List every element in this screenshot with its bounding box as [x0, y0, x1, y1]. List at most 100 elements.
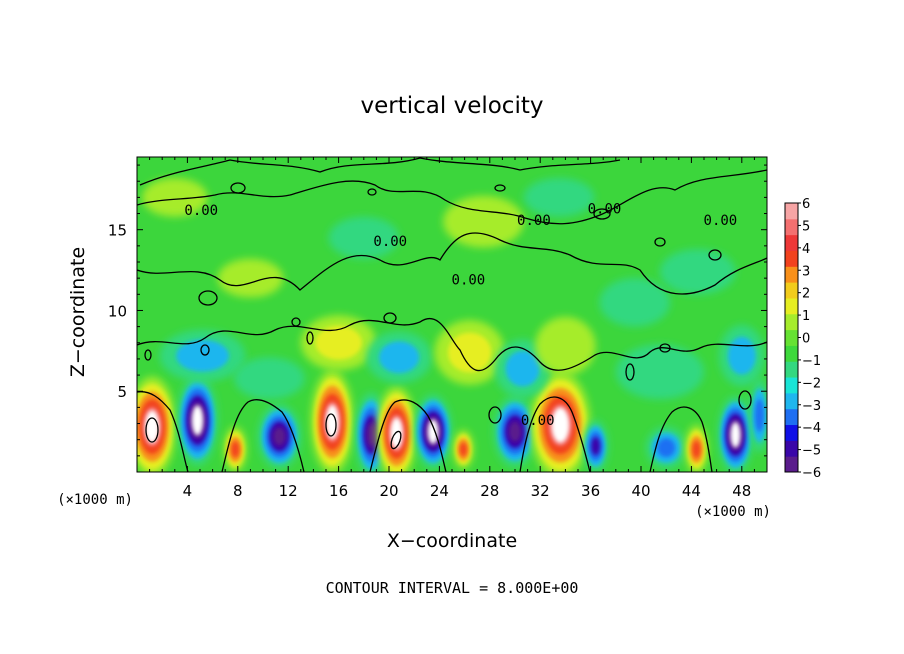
- x-axis-unit: (×1000 m): [695, 504, 771, 520]
- velocity-cell: [223, 426, 247, 472]
- velocity-cell: [717, 396, 754, 472]
- velocity-cell-layer: [599, 278, 670, 327]
- contour-ring: [200, 344, 210, 356]
- colorbar-swatch: [785, 361, 798, 378]
- contour-lines: [137, 157, 767, 472]
- contour-ring: [659, 343, 671, 353]
- x-tick-label: 36: [581, 482, 600, 500]
- colorbar-swatch: [785, 440, 798, 457]
- y-tick-label: 15: [108, 222, 127, 240]
- colorbar-swatch: [785, 345, 798, 362]
- colorbar-tick-label: −3: [802, 399, 821, 414]
- colorbar-swatch: [785, 266, 798, 283]
- velocity-cell-layer: [615, 344, 705, 400]
- velocity-cell: [530, 371, 591, 472]
- y-tick-label: 5: [117, 383, 127, 401]
- x-axis-label: X−coordinate: [387, 530, 517, 552]
- velocity-cell: [523, 178, 595, 217]
- colorbar-tick-label: −4: [802, 421, 821, 436]
- contour-line-base: [137, 391, 713, 472]
- contour-ring: [230, 182, 246, 194]
- colorbar-ticks: 6 5 4 3 2 1 0 −1 −2 −3 −4 −5 −6: [798, 197, 821, 481]
- x-tick-label: 8: [233, 482, 243, 500]
- velocity-cell-layer: [447, 332, 492, 373]
- colorbar-swatch: [785, 218, 798, 236]
- velocity-cell: [535, 316, 596, 376]
- x-tick-label: 48: [732, 482, 751, 500]
- velocity-cell-layer: [535, 316, 596, 376]
- x-axis: 4 8 12 16 20 24 28 32 36 40 44 48: [149, 157, 755, 500]
- colorbar: [785, 203, 798, 473]
- velocity-cell: [159, 329, 246, 382]
- colorbar-swatch: [785, 424, 798, 441]
- colorbar-tick-label: 1: [802, 309, 810, 324]
- contour-ring: [383, 312, 397, 324]
- colorbar-tick-label: 3: [802, 264, 810, 279]
- velocity-cell: [234, 357, 305, 400]
- contour-ring: [291, 317, 301, 327]
- velocity-cell: [434, 320, 505, 385]
- contour-ring: [625, 363, 635, 381]
- chart-title: vertical velocity: [361, 93, 544, 119]
- contour-label: 0.00: [704, 213, 738, 229]
- velocity-cell: [493, 396, 537, 468]
- x-tick-label: 20: [379, 482, 398, 500]
- velocity-cell: [615, 344, 705, 400]
- contour-ring: [593, 208, 611, 220]
- colorbar-swatch: [785, 408, 798, 426]
- contour-label: 0.00: [452, 273, 486, 289]
- velocity-cell: [177, 375, 218, 466]
- y-axis-label: Z−coordinate: [67, 247, 89, 377]
- velocity-cell-core: [730, 422, 741, 448]
- colorbar-tick-label: 6: [802, 197, 810, 212]
- contour-line-lower: [137, 318, 767, 372]
- contour-ring: [306, 331, 314, 345]
- velocity-cell-layer: [366, 422, 377, 447]
- velocity-cell-core: [191, 405, 204, 436]
- colorbar-tick-label: 5: [802, 219, 810, 234]
- contour-label: 0.00: [521, 413, 555, 429]
- contour-ring: [367, 188, 377, 196]
- contour-line-mid: [137, 232, 767, 295]
- contour-label: 0.00: [184, 203, 218, 219]
- velocity-cell-layer: [217, 258, 284, 298]
- contour-ring: [494, 184, 506, 192]
- x-tick-label: 32: [531, 482, 550, 500]
- velocity-cell-layer: [378, 341, 420, 374]
- velocity-cell-layer: [231, 441, 240, 458]
- velocity-cell-layer: [659, 249, 736, 295]
- velocity-cell: [414, 394, 452, 469]
- velocity-cell: [719, 325, 765, 387]
- x-tick-label: 44: [682, 482, 701, 500]
- contour-label: 0.00: [588, 202, 622, 218]
- velocity-cell: [310, 370, 354, 472]
- contour-line-upper: [137, 169, 767, 225]
- colorbar-tick-label: −5: [802, 444, 821, 459]
- colorbar-tick-label: −2: [802, 376, 821, 391]
- velocity-cell: [366, 331, 432, 384]
- velocity-cell-layer: [692, 440, 701, 458]
- colorbar-swatch: [785, 313, 798, 331]
- colorbar-swatch: [785, 456, 798, 473]
- velocity-cell-core: [145, 410, 159, 444]
- contour-ring: [708, 249, 722, 261]
- x-tick-label: 40: [631, 482, 650, 500]
- contour-label: 0.00: [373, 234, 407, 250]
- colorbar-tick-label: −1: [802, 354, 821, 369]
- velocity-cell: [257, 404, 301, 469]
- contour-ring: [488, 406, 502, 424]
- velocity-cell: [749, 378, 767, 453]
- contour-ring: [738, 390, 752, 410]
- velocity-cell-core: [551, 407, 569, 443]
- contour-ring: [390, 430, 402, 450]
- velocity-cell: [646, 426, 687, 469]
- velocity-cell-layer: [328, 216, 400, 259]
- velocity-cell-layer: [234, 357, 305, 400]
- x-tick-label: 12: [279, 482, 298, 500]
- velocity-cell-core: [427, 419, 439, 444]
- x-tick-label: 4: [183, 482, 193, 500]
- velocity-cell-layer: [657, 438, 676, 458]
- y-axis-unit: (×1000 m): [57, 492, 133, 508]
- velocity-cell: [217, 258, 284, 298]
- x-tick-label: 24: [430, 482, 449, 500]
